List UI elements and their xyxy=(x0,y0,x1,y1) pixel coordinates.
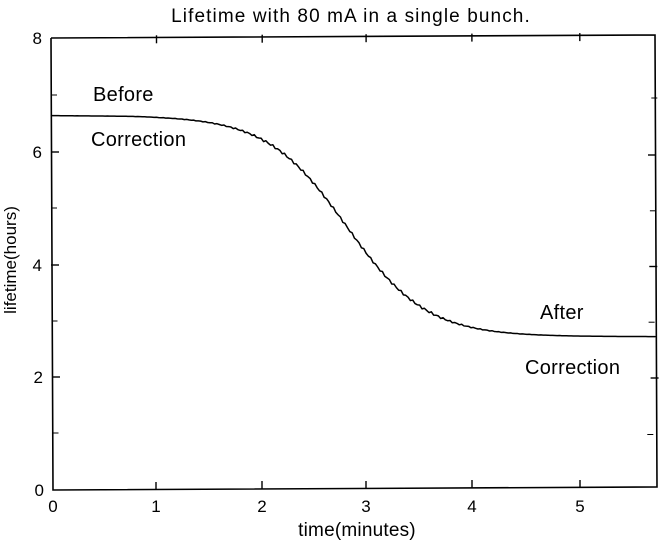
svg-text:Lifetime with 80 mA in a singl: Lifetime with 80 mA in a single bunch. xyxy=(171,6,531,27)
svg-text:4: 4 xyxy=(467,497,476,516)
svg-text:2: 2 xyxy=(257,497,266,516)
svg-text:0: 0 xyxy=(48,497,57,516)
svg-text:2: 2 xyxy=(34,368,43,387)
svg-text:1: 1 xyxy=(151,497,160,516)
svg-text:Before: Before xyxy=(93,84,154,106)
svg-text:3: 3 xyxy=(361,497,370,516)
svg-text:Correction: Correction xyxy=(91,129,186,151)
svg-text:0: 0 xyxy=(35,481,44,500)
svg-text:8: 8 xyxy=(33,29,42,48)
svg-text:Correction: Correction xyxy=(525,357,620,379)
svg-text:time(minutes): time(minutes) xyxy=(298,520,416,541)
svg-text:5: 5 xyxy=(575,497,584,516)
svg-text:lifetime(hours): lifetime(hours) xyxy=(1,206,20,314)
svg-text:4: 4 xyxy=(33,256,42,275)
svg-text:After: After xyxy=(540,302,584,324)
svg-text:6: 6 xyxy=(33,143,42,162)
